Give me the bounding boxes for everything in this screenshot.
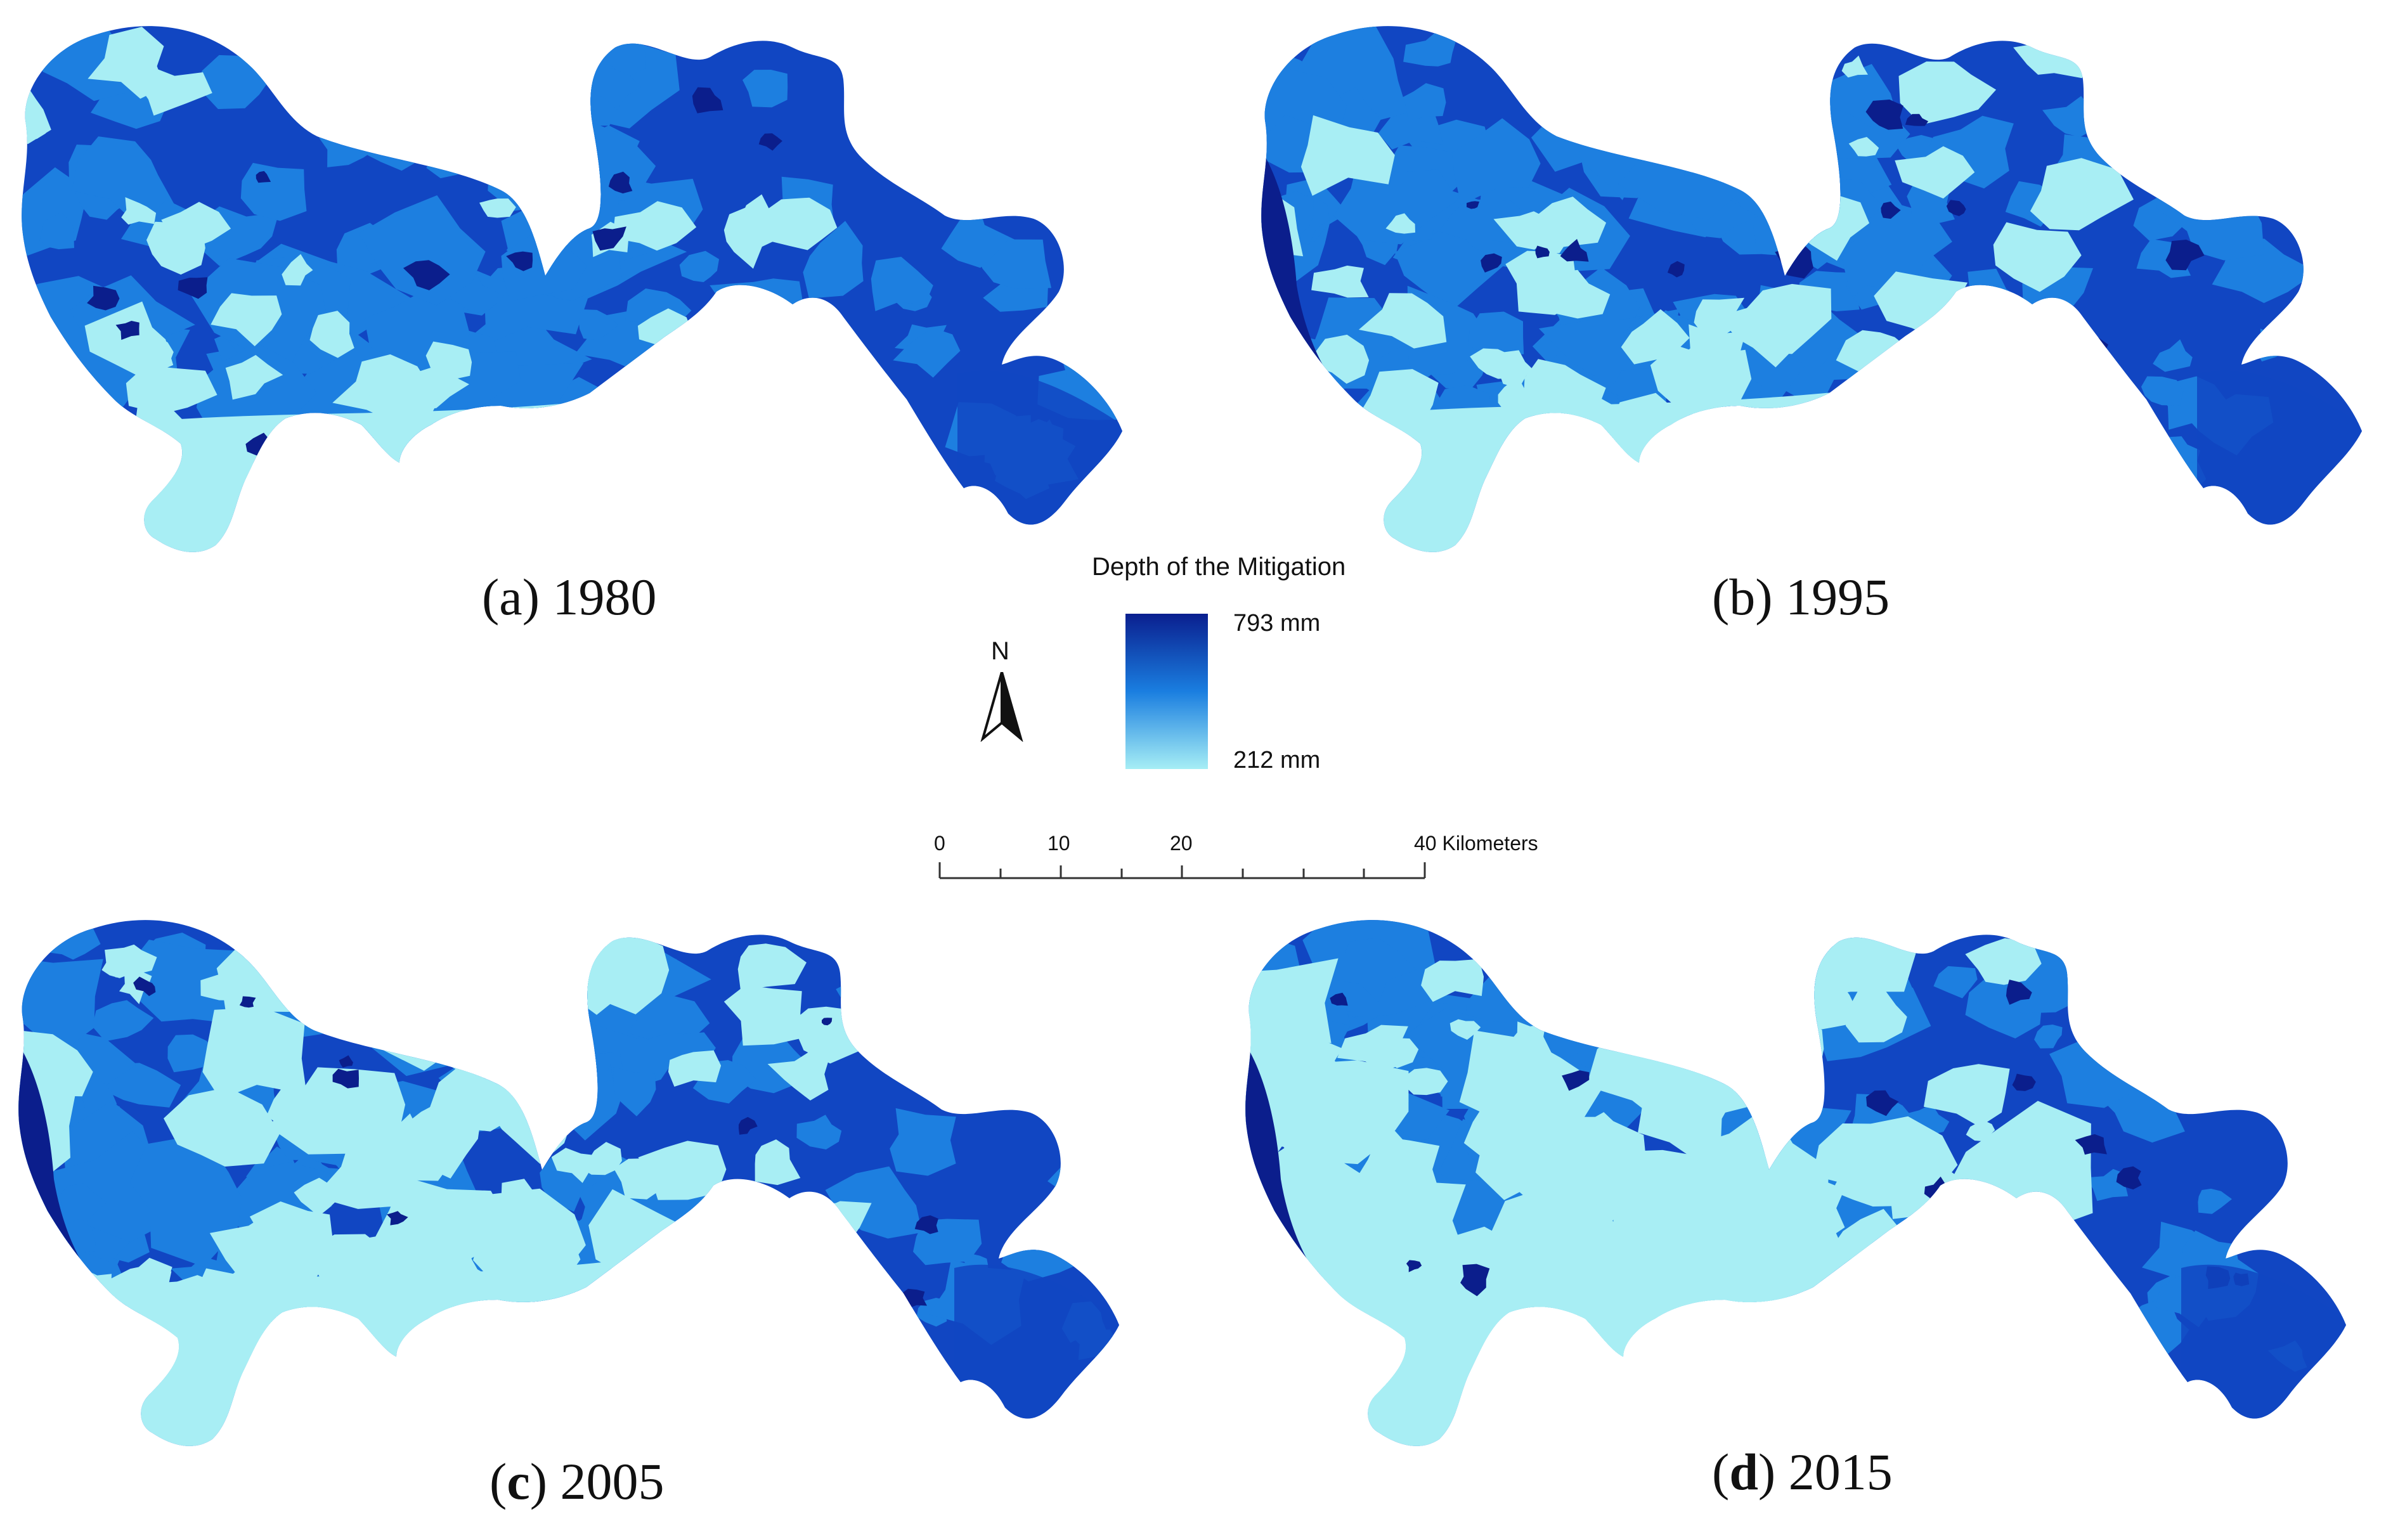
scale-label-40: 40 Kilometers [1414,832,1538,855]
legend-color-ramp [1125,614,1208,769]
legend-min-label: 212 mm [1233,747,1321,773]
north-arrow-icon [980,672,1023,742]
map-panel-2005 [18,920,1119,1446]
legend-title: Depth of the Mitigation [1092,553,1346,581]
north-arrow-letter: N [991,637,1009,665]
scale-bar [938,862,1426,879]
caption-1980: (a) 1980 [482,568,657,626]
caption-2005: (c) 2005 [490,1453,665,1510]
map-panel-1995 [1261,26,2362,552]
scale-label-0: 0 [934,832,945,855]
map-panel-2015 [1245,920,2346,1446]
scale-label-10: 10 [1047,832,1070,855]
legend-max-label: 793 mm [1233,610,1321,637]
caption-1995: (b) 1995 [1712,568,1890,626]
caption-2015: (d) 2015 [1712,1443,1893,1501]
map-panel-1980 [22,26,1122,552]
scale-label-20: 20 [1170,832,1193,855]
